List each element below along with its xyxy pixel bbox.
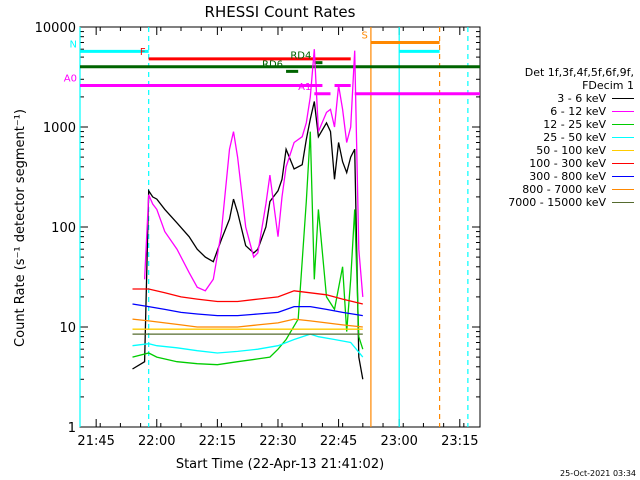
legend-swatch bbox=[612, 176, 634, 177]
legend-swatch bbox=[612, 98, 634, 99]
state-bar-label: N bbox=[70, 39, 77, 50]
legend-entry-label: 6 - 12 keV bbox=[550, 105, 606, 118]
legend-entry: 800 - 7000 keV bbox=[484, 183, 634, 196]
x-tick-label: 22:45 bbox=[320, 434, 357, 449]
state-bars-group: N F S RD6 RD4 A0 A1 bbox=[64, 30, 480, 96]
x-tick-label: 23:15 bbox=[441, 434, 478, 449]
legend-entry: 25 - 50 keV bbox=[484, 131, 634, 144]
legend-swatch bbox=[612, 189, 634, 190]
chart-title: RHESSI Count Rates bbox=[205, 3, 356, 21]
y-tick-label: 100 bbox=[51, 221, 76, 236]
legend-entry-label: 100 - 300 keV bbox=[529, 157, 606, 170]
legend-entry-label: 12 - 25 keV bbox=[543, 118, 606, 131]
state-bar-label: A0 bbox=[64, 74, 77, 85]
legend-rows: 3 - 6 keV 6 - 12 keV 12 - 25 keV 25 - 50 ke… bbox=[484, 92, 634, 209]
state-bar-label: S bbox=[362, 30, 368, 41]
legend-entry-label: 800 - 7000 keV bbox=[522, 183, 606, 196]
legend-entry: 3 - 6 keV bbox=[484, 92, 634, 105]
legend-swatch bbox=[612, 124, 634, 125]
state-bar-label: RD6 bbox=[262, 59, 283, 70]
y-tick-label: 10 bbox=[59, 321, 76, 336]
series-line bbox=[132, 318, 363, 328]
legend-entry-label: 3 - 6 keV bbox=[557, 92, 606, 105]
legend-entry: 100 - 300 keV bbox=[484, 157, 634, 170]
series-line bbox=[132, 288, 363, 305]
x-axis-label: Start Time (22-Apr-13 21:41:02) bbox=[176, 457, 384, 472]
y-axis-label: Count Rate (s⁻¹ detector segment⁻¹) bbox=[13, 109, 28, 347]
legend-header-line-2: FDecim 1 bbox=[582, 79, 634, 92]
legend-entry: 6 - 12 keV bbox=[484, 105, 634, 118]
legend-header-line-1: Det 1f,3f,4f,5f,6f,9f, bbox=[524, 66, 634, 79]
x-tick-label: 22:15 bbox=[199, 434, 236, 449]
series-line bbox=[132, 303, 363, 317]
legend-entry-label: 300 - 800 keV bbox=[529, 170, 606, 183]
state-bar-label: RD4 bbox=[290, 51, 311, 62]
legend-entry-label: 25 - 50 keV bbox=[543, 131, 606, 144]
state-bar-label: F bbox=[140, 47, 146, 58]
series-line bbox=[132, 101, 364, 380]
x-tick-label: 23:00 bbox=[380, 434, 417, 449]
legend-swatch bbox=[612, 150, 634, 151]
legend-entry: 50 - 100 keV bbox=[484, 144, 634, 157]
y-tick-label: 1000 bbox=[43, 121, 76, 136]
legend-swatch bbox=[612, 202, 634, 203]
timestamp: 25-Oct-2021 03:34 bbox=[560, 469, 636, 478]
legend-swatch bbox=[612, 163, 634, 164]
legend-swatch bbox=[612, 111, 634, 112]
x-tick-label: 22:00 bbox=[138, 434, 175, 449]
legend: Det 1f,3f,4f,5f,6f,9f, FDecim 1 3 - 6 ke… bbox=[484, 66, 634, 209]
legend-entry: 7000 - 15000 keV bbox=[484, 196, 634, 209]
legend-entry-label: 50 - 100 keV bbox=[536, 144, 606, 157]
legend-entry-label: 7000 - 15000 keV bbox=[508, 196, 606, 209]
y-tick-label: 10000 bbox=[35, 21, 76, 36]
legend-swatch bbox=[612, 137, 634, 138]
y-tick-label: 1 bbox=[68, 421, 76, 436]
series-line bbox=[132, 333, 364, 358]
series-group bbox=[132, 49, 364, 380]
legend-entry: 300 - 800 keV bbox=[484, 170, 634, 183]
series-line bbox=[143, 49, 364, 297]
state-bar-label: A1 bbox=[298, 82, 311, 93]
x-tick-label: 22:30 bbox=[259, 434, 296, 449]
legend-entry: 12 - 25 keV bbox=[484, 118, 634, 131]
x-tick-label: 21:45 bbox=[77, 434, 114, 449]
series-line bbox=[132, 131, 364, 366]
